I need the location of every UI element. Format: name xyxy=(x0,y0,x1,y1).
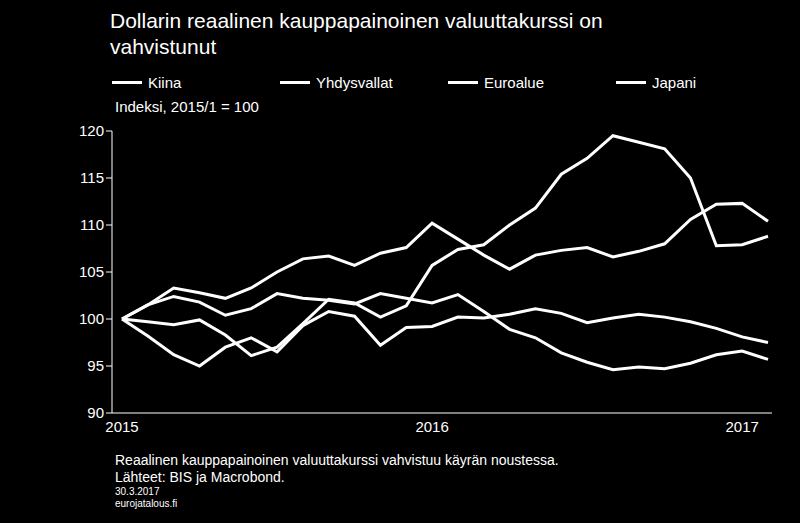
svg-text:2015: 2015 xyxy=(105,418,138,435)
svg-text:120: 120 xyxy=(79,122,104,139)
html-text:30.3.2017: 30.3.2017 xyxy=(115,486,160,497)
html-text:Reaalinen kauppapainoinen valu: Reaalinen kauppapainoinen valuuttakurssi… xyxy=(115,452,559,468)
html-text:Indeksi, 2015/1 = 100: Indeksi, 2015/1 = 100 xyxy=(115,98,259,115)
svg-text:100: 100 xyxy=(79,310,104,327)
svg-text:2017: 2017 xyxy=(725,418,758,435)
html-text:Dollarin reaalinen kauppapaino: Dollarin reaalinen kauppapainoinen valuu… xyxy=(110,9,603,58)
svg-text:115: 115 xyxy=(80,169,104,186)
html-text:Lähteet: BIS ja Macrobond.: Lähteet: BIS ja Macrobond. xyxy=(115,469,285,485)
svg-text:90: 90 xyxy=(87,404,104,421)
html-text:Japani: Japani xyxy=(652,74,697,91)
svg-text:110: 110 xyxy=(80,216,104,233)
svg-text:105: 105 xyxy=(79,263,104,280)
html-text:Yhdysvallat: Yhdysvallat xyxy=(316,74,393,91)
svg-text:95: 95 xyxy=(87,357,104,374)
html-text:Kiina: Kiina xyxy=(148,74,182,91)
svg-text:2016: 2016 xyxy=(415,418,448,435)
html-text:eurojatalous.fi: eurojatalous.fi xyxy=(115,498,178,509)
html-text:Euroalue: Euroalue xyxy=(484,74,544,91)
